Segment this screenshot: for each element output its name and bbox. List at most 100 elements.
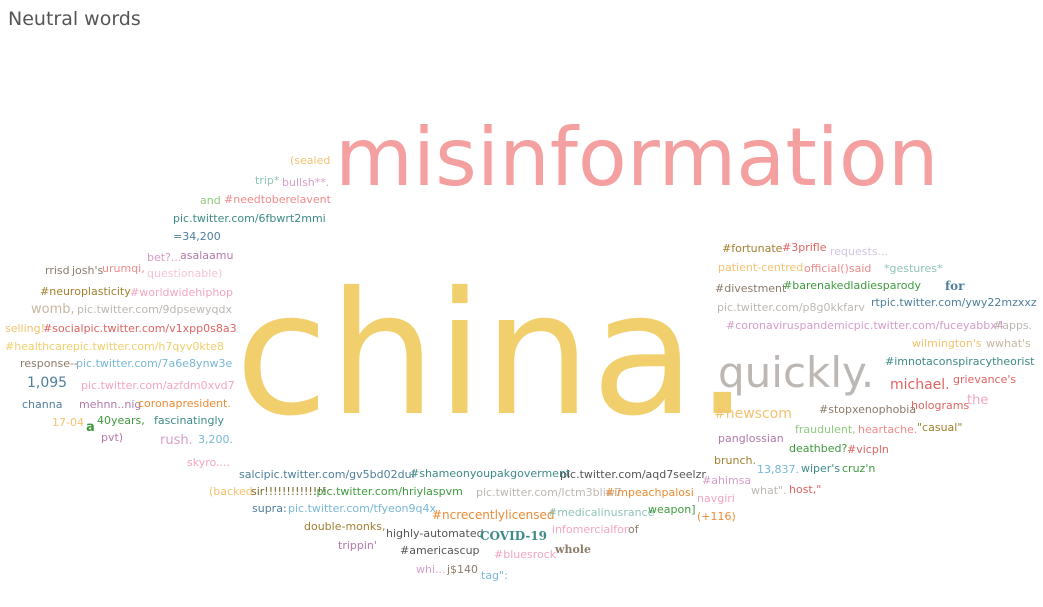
cloud-word: 13,837. [757,463,799,476]
cloud-word: infomercialfor [552,523,629,536]
cloud-word: selling! [5,322,46,335]
cloud-word: fraudulent, [795,423,856,436]
cloud-word: "casual" [917,421,963,434]
cloud-word: coronapresident. [138,397,231,410]
cloud-word: trip* [255,174,280,187]
cloud-word: =34,200 [173,230,221,243]
cloud-word: #bluesrock [494,548,557,561]
cloud-word: of [628,523,639,536]
cloud-word: womb, [31,302,75,317]
cloud-word: bullsh**. [282,176,330,189]
cloud-word: pic.twitter.com/azfdm0xvd7 [81,379,235,392]
cloud-word: #ncrecentlylicensed [432,508,555,522]
cloud-word: #ahimsa [702,474,752,487]
cloud-word: sir!!!!!!!!!!!!!! [251,485,327,498]
cloud-word: #imnotaconspiracytheorist [885,355,1035,368]
cloud-word: pic.twitter.com/aqd7seelzr [560,468,706,481]
cloud-word: wwhat's [986,337,1031,350]
cloud-word: navgiri [697,492,735,505]
cloud-word: #divestment [715,282,787,295]
cloud-word: highly-automated [386,527,484,540]
cloud-word: #medicalinusrance [548,506,655,519]
cloud-word: #fortunate [722,242,783,255]
cloud-word: COVID-19 [480,529,548,543]
cloud-word: #stopxenophobia [819,403,917,416]
cloud-word: patient-centred [718,261,804,274]
cloud-word: bet?... [147,251,182,264]
cloud-word: pic.twitter.com/tfyeon9q4x [288,502,437,515]
cloud-word: pic.twitter.com/9dpsewyqdx [77,303,232,316]
cloud-word: double-monks, [304,520,386,533]
cloud-word: #needtoberelavent [224,193,331,206]
cloud-word: #neuroplasticity [40,285,131,298]
cloud-word: #newscom [714,406,792,422]
cloud-word: #impeachpalosi [605,486,694,499]
cloud-word: the [967,393,989,408]
cloud-word: whole [555,543,591,556]
cloud-word: quickly. [718,348,875,397]
cloud-word: pvt) [101,431,124,444]
cloud-word: rrisd [45,264,70,277]
cloud-word: trippin' [338,539,377,552]
cloud-word: grievance's [953,373,1017,386]
cloud-word: weapon] [648,503,696,516]
cloud-word: questionable) [147,267,223,280]
cloud-word: .pic.twitter.com/hriylaspvm [313,485,463,498]
cloud-word: #3prifle [782,241,827,254]
cloud-word: j$140 [447,563,479,576]
cloud-word: a [86,420,95,435]
cloud-word: #coronaviruspandemicpic.twitter.com/fuce… [726,319,1004,332]
cloud-word: pic.twitter.com/p8g0kkfarv [717,301,865,314]
cloud-word: urumqi, [102,262,145,275]
cloud-word: 1,095 [27,375,68,391]
cloud-word: #worldwidehiphop [130,286,234,299]
cloud-word: holograms [911,399,970,412]
cloud-word: 17-04 [52,416,84,429]
cloud-word: #healthcarepic.twitter.com/h7qyv0kte8 [5,340,224,353]
cloud-word: wiper's [801,462,841,475]
cloud-word: 3,200. [198,433,233,446]
cloud-word: rtpic.twitter.com/ywy22mzxxz [871,296,1037,309]
cloud-word: fascinatingly [154,414,225,427]
cloud-word: salcipic.twitter.com/gv5bd02dui [239,468,415,481]
cloud-word: deathbed? [789,442,848,455]
cloud-word: rush. [160,433,193,448]
cloud-word: and [200,194,221,207]
cloud-word: #socialpic.twitter.com/v1xpp0s8a3 [43,322,237,335]
cloud-word: cruz'n [842,462,876,475]
cloud-word: tag": [481,569,508,582]
cloud-word: requests... [830,245,889,258]
cloud-word: josh's [72,264,104,277]
cloud-word: supra: [252,502,287,515]
cloud-word: heartache. [858,423,918,436]
cloud-word: #barenakedladiesparody [783,279,921,292]
cloud-word: brunch. [714,454,756,467]
cloud-word: pic.twitter.com/6fbwrt2mmi [173,212,326,225]
cloud-word: official()said [804,262,872,275]
cloud-word: (backed [209,485,253,498]
cloud-word: wilmington's [912,337,982,350]
cloud-word: #shameonyoupakgoverment [410,467,571,480]
cloud-word: what". [751,484,787,497]
cloud-word: #apps. [993,319,1033,332]
cloud-word: michael. [890,377,950,393]
cloud-word: (+116) [697,510,736,523]
cloud-word: pic.twitter.com/lctm3bliw7 [476,486,622,499]
cloud-word: china. [235,256,750,454]
cloud-word: *gestures* [884,262,943,275]
cloud-word: host," [789,483,822,496]
cloud-word: skyro.... [187,456,231,469]
cloud-word: pic.twitter.com/7a6e8ynw3e [76,357,233,370]
cloud-word: whi... [416,563,446,576]
cloud-word: 40years, [97,414,145,427]
cloud-word: (sealed [290,154,331,167]
cloud-word: asalaamu [180,249,234,262]
page-title: Neutral words [8,8,141,30]
cloud-word: misinformation [335,111,939,204]
cloud-word: mehnn..nig [79,398,142,411]
cloud-word: #vicpln [847,443,889,456]
cloud-word: channa [22,398,63,411]
cloud-word: for [945,279,965,293]
cloud-word: #americascup [400,544,480,557]
